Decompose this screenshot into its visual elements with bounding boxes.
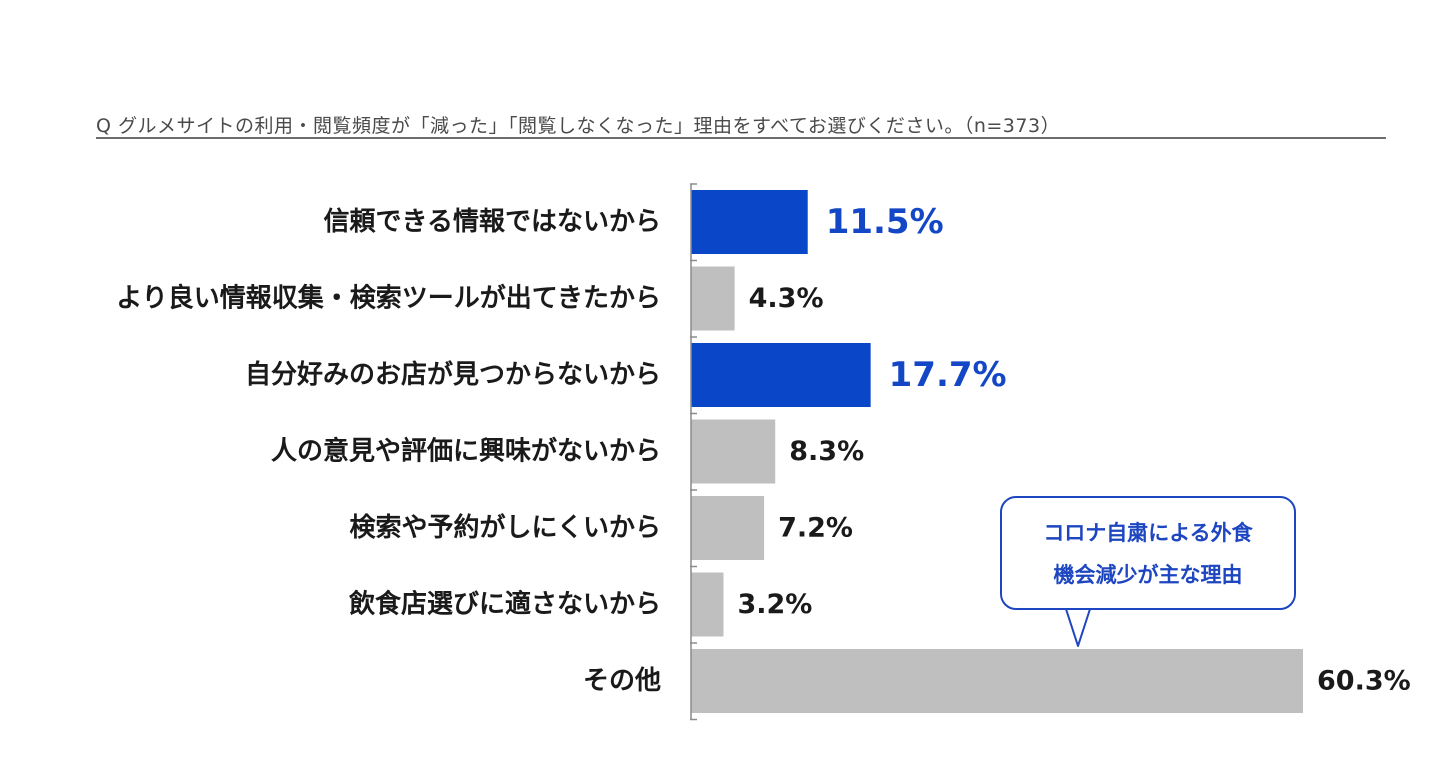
bar xyxy=(691,343,871,407)
category-label: 自分好みのお店が見つからないから xyxy=(245,359,661,390)
category-label: 飲食店選びに適さないから xyxy=(348,589,661,620)
chart-title: Q グルメサイトの利用・閲覧頻度が「減った」「閲覧しなくなった」理由をすべてお選… xyxy=(96,115,1061,137)
category-label: 信頼できる情報ではないから xyxy=(324,207,661,237)
y-axis-ticks xyxy=(690,183,697,721)
data-label: 17.7% xyxy=(889,355,1007,395)
bar xyxy=(691,572,724,637)
callout-bubble: コロナ自粛による外食 機会減少が主な理由 xyxy=(1000,496,1296,610)
callout-pointer xyxy=(1065,608,1091,647)
category-label: 人の意見や評価に興味がないから xyxy=(271,436,661,467)
data-label: 11.5% xyxy=(826,202,944,242)
category-label: より良い情報収集・検索ツールが出てきたから xyxy=(116,283,661,314)
bars-group xyxy=(691,190,1303,713)
category-label: その他 xyxy=(583,666,661,696)
value-labels: 11.5% 4.3% 17.7% 8.3% 7.2% 3.2% 60.3% xyxy=(737,202,1410,697)
bar xyxy=(691,266,735,331)
data-label: 60.3% xyxy=(1317,666,1411,697)
data-label: 8.3% xyxy=(789,436,864,467)
category-labels: 信頼できる情報ではないからより良い情報収集・検索ツールが出てきたから自分好みのお… xyxy=(116,207,661,696)
data-label: 3.2% xyxy=(737,589,812,620)
data-label: 4.3% xyxy=(749,283,824,314)
callout-text-line2: 機会減少が主な理由 xyxy=(1053,563,1243,587)
data-label: 7.2% xyxy=(778,513,853,544)
category-label: 検索や予約がしにくいから xyxy=(350,512,661,543)
title-underline xyxy=(96,137,1386,139)
bar xyxy=(691,496,765,560)
bar xyxy=(691,190,808,254)
bar xyxy=(691,419,776,484)
callout-text-line1: コロナ自粛による外食 xyxy=(1043,521,1253,545)
bar xyxy=(691,649,1303,713)
